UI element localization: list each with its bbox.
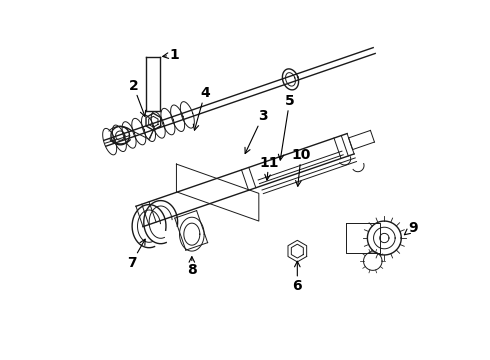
Text: 10: 10 <box>292 148 311 186</box>
Text: 11: 11 <box>259 156 279 180</box>
Text: 5: 5 <box>278 94 294 160</box>
Text: 7: 7 <box>127 239 145 270</box>
Text: 1: 1 <box>163 48 179 62</box>
Text: 6: 6 <box>293 261 302 293</box>
Text: 9: 9 <box>404 221 417 235</box>
Text: 3: 3 <box>245 109 268 153</box>
Text: 2: 2 <box>128 78 146 116</box>
Text: 4: 4 <box>194 86 210 130</box>
Text: 8: 8 <box>187 257 196 277</box>
